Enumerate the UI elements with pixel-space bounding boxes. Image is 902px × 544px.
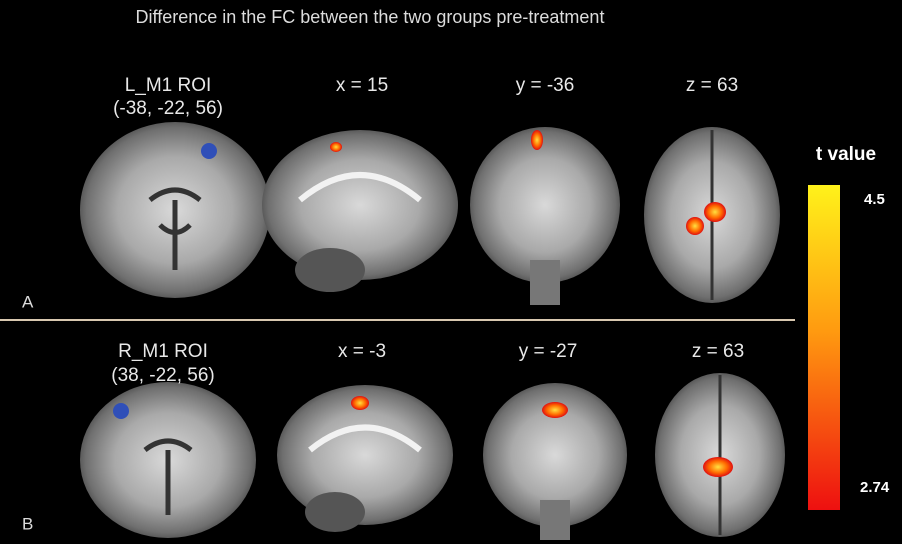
- roi-coords: (-38, -22, 56): [113, 98, 223, 119]
- activation: [330, 142, 342, 152]
- roi-seed: [113, 403, 129, 419]
- ventricles: [148, 187, 202, 270]
- roi-label: L_M1 ROI: [125, 75, 212, 96]
- ventricles: [143, 438, 193, 515]
- figure-title: Difference in the FC between the two gro…: [136, 7, 605, 27]
- activation: [542, 402, 568, 418]
- roi-seed: [201, 143, 217, 159]
- brainstem: [540, 500, 570, 540]
- cerebellum: [305, 492, 365, 532]
- sagittal-slice: [262, 130, 458, 280]
- colorbar-max: 4.5: [864, 191, 885, 208]
- panel-a-images: [80, 122, 780, 305]
- roi-label: R_M1 ROI: [118, 341, 208, 362]
- panel-letter: B: [22, 514, 33, 533]
- panel-letter: A: [22, 292, 34, 311]
- sagittal-slice: [277, 385, 453, 525]
- coronal-slice: [470, 127, 620, 283]
- corpus-callosum: [308, 424, 422, 453]
- corpus-callosum: [298, 172, 422, 203]
- activation: [703, 457, 733, 477]
- slice-label: y = -36: [516, 75, 575, 96]
- panel-b-images: [80, 373, 785, 540]
- activation: [686, 217, 704, 235]
- activation: [351, 396, 369, 410]
- colorbar: [808, 185, 840, 510]
- activation: [704, 202, 726, 222]
- slice-label: y = -27: [519, 341, 578, 362]
- coronal-slice: [483, 383, 627, 527]
- activation: [531, 130, 543, 150]
- cerebellum: [295, 248, 365, 292]
- slice-label: z = 63: [686, 75, 738, 96]
- slice-label: z = 63: [692, 341, 744, 362]
- slice-label: x = 15: [336, 75, 388, 96]
- slice-label: x = -3: [338, 341, 386, 362]
- roi-coords: (38, -22, 56): [111, 365, 215, 386]
- colorbar-min: 2.74: [860, 479, 890, 496]
- brainstem: [530, 260, 560, 305]
- colorbar-title: t value: [816, 144, 876, 165]
